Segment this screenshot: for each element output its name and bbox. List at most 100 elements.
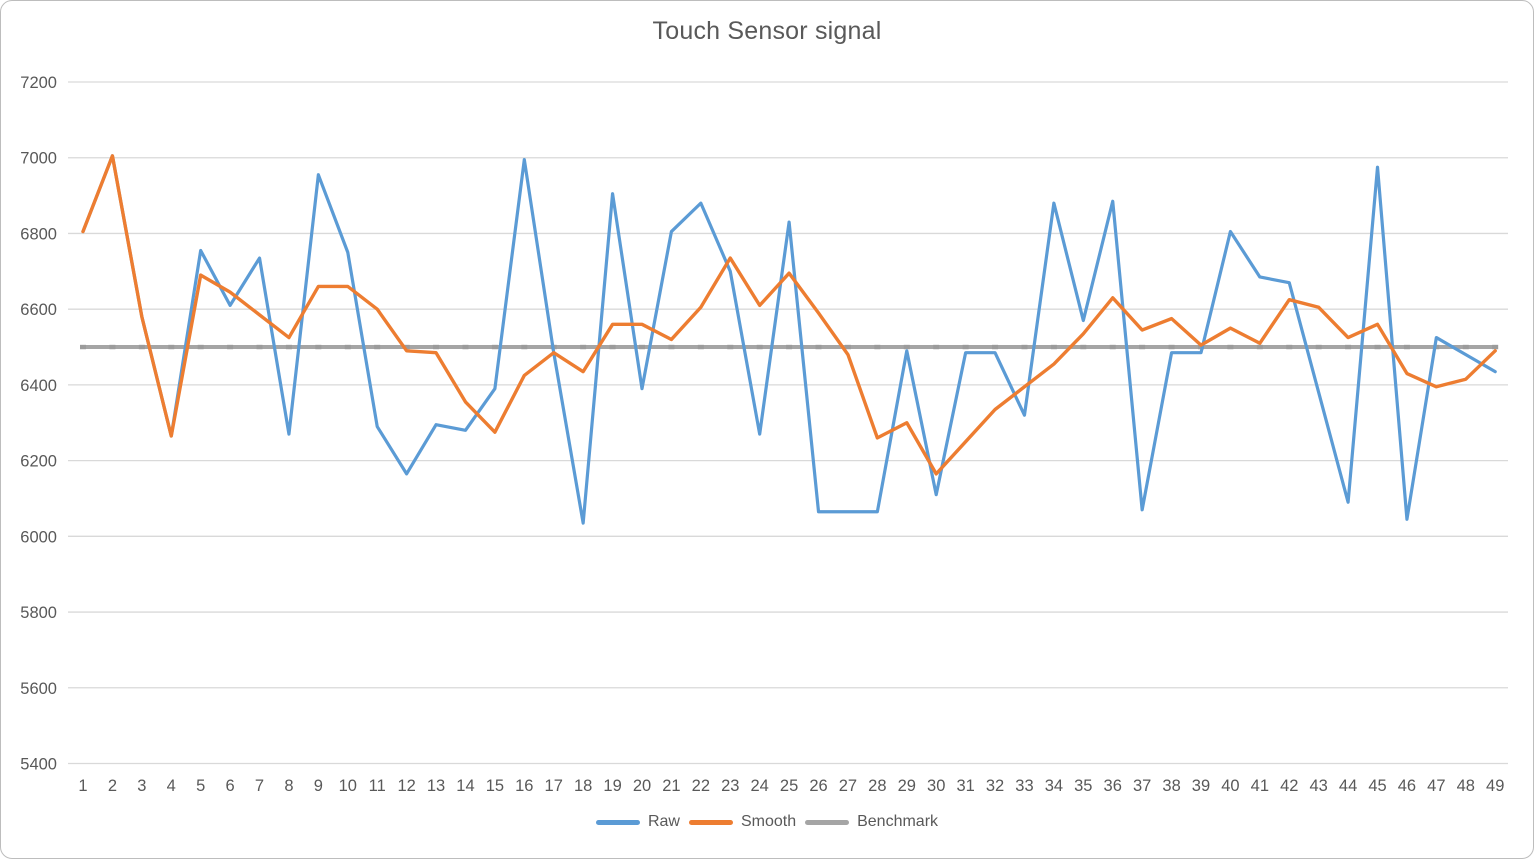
smooth-series-line [81,154,1497,476]
raw-series-line [81,154,1497,525]
benchmark-tick [1139,344,1146,350]
x-axis-label: 3 [137,777,146,795]
legend-label: Raw [647,813,680,830]
x-axis-label: 25 [780,777,798,795]
benchmark-tick [1227,344,1234,350]
x-axis-label: 26 [809,777,827,795]
benchmark-tick [1168,344,1175,350]
legend-label: Smooth [740,813,797,830]
benchmark-tick [638,344,645,350]
x-axis-label: 13 [427,777,445,795]
benchmark-tick [697,344,704,350]
x-axis-label: 39 [1192,777,1210,795]
y-axis-label: 7000 [20,150,57,168]
x-axis-label: 44 [1339,777,1357,795]
x-axis-label: 7 [255,777,264,795]
x-axis-label: 37 [1133,777,1151,795]
legend-swatch-smooth [688,819,733,825]
benchmark-tick [1021,344,1028,350]
y-axis-label: 6400 [20,377,57,395]
benchmark-tick [344,344,351,350]
x-axis-label: 6 [226,777,235,795]
benchmark-tick [756,344,763,350]
x-axis-label: 4 [167,777,176,795]
benchmark-tick [1315,344,1322,350]
x-axis-label: 32 [986,777,1004,795]
benchmark-tick [227,344,234,350]
x-axis-label: 11 [369,777,386,795]
benchmark-tick [580,344,587,350]
x-axis-label: 41 [1251,777,1269,795]
legend-item-smooth[interactable]: Smooth [688,813,797,831]
benchmark-tick [285,344,292,350]
y-axis-label: 5800 [20,604,57,622]
x-axis-label: 35 [1074,777,1092,795]
benchmark-tick [1109,344,1116,350]
x-axis-label: 23 [721,777,739,795]
benchmark-tick [962,344,969,350]
x-axis-label: 30 [927,777,945,795]
benchmark-tick [197,344,204,350]
x-axis-label: 1 [78,777,87,795]
chart-legend: Raw Smooth Benchmark [1,813,1533,831]
y-axis-label: 7200 [20,74,57,92]
x-axis-label: 20 [633,777,651,795]
x-axis-label: 33 [1015,777,1033,795]
x-axis-label: 27 [839,777,857,795]
benchmark-tick [844,344,851,350]
benchmark-tick [903,344,910,350]
benchmark-tick [462,344,469,350]
x-axis-label: 15 [486,777,504,795]
y-axis-label: 5400 [20,756,57,774]
x-axis-label: 5 [196,777,205,795]
y-axis-label: 6200 [20,453,57,471]
legend-item-benchmark[interactable]: Benchmark [805,813,938,831]
x-axis-label: 48 [1457,777,1475,795]
x-axis-label: 18 [574,777,592,795]
x-axis-label: 38 [1162,777,1180,795]
x-axis-label: 2 [108,777,117,795]
benchmark-tick [1080,344,1087,350]
legend-swatch-raw [595,819,640,825]
x-axis-label: 43 [1309,777,1327,795]
benchmark-tick [1492,344,1499,350]
benchmark-tick [1462,344,1469,350]
y-axis-label: 5600 [20,680,57,698]
benchmark-tick [1050,344,1057,350]
benchmark-tick [521,344,528,350]
legend-item-raw[interactable]: Raw [595,813,680,831]
benchmark-tick [138,344,145,350]
x-axis-label: 12 [397,777,415,795]
chart-title: Touch Sensor signal [652,17,882,45]
x-axis-label: 46 [1398,777,1416,795]
x-axis-label: 10 [339,777,357,795]
x-axis-label: 22 [692,777,710,795]
x-axis-label: 9 [314,777,323,795]
benchmark-tick [1374,344,1381,350]
x-axis-label: 8 [284,777,293,795]
y-axis-label: 6000 [20,528,57,546]
legend-swatch-benchmark [805,819,850,825]
x-axis-label: 16 [515,777,533,795]
benchmark-tick [256,344,263,350]
benchmark-tick [109,344,116,350]
benchmark-tick [168,344,175,350]
benchmark-tick [80,344,86,350]
x-axis-label: 21 [662,777,680,795]
x-axis-label: 36 [1104,777,1122,795]
x-axis-label: 24 [750,777,768,795]
benchmark-tick [1403,344,1410,350]
x-axis-label: 40 [1221,777,1239,795]
benchmark-tick [1345,344,1352,350]
x-axis-label: 31 [956,777,974,795]
x-axis-label: 19 [603,777,621,795]
benchmark-tick [315,344,322,350]
x-axis-label: 47 [1427,777,1445,795]
benchmark-tick [815,344,822,350]
x-axis-label: 49 [1486,777,1504,795]
benchmark-tick [433,344,440,350]
benchmark-tick [374,344,381,350]
benchmark-tick [786,344,793,350]
